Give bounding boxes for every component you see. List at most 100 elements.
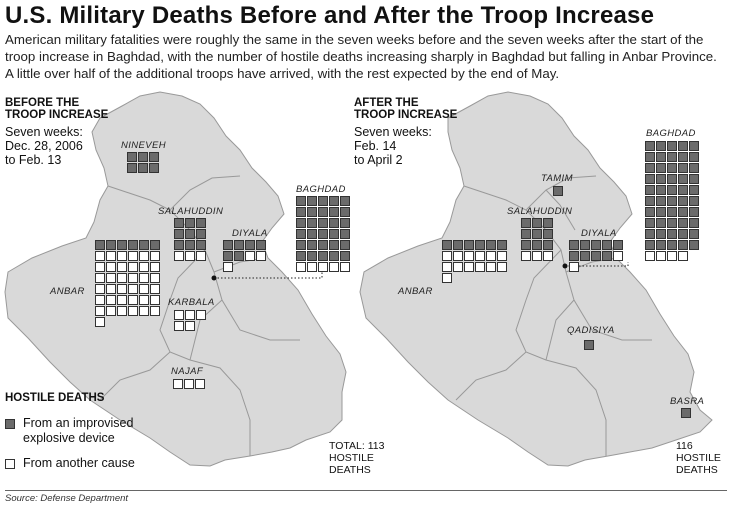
ied-death-marker [602,251,612,261]
ied-death-marker [497,240,507,250]
ied-death-marker [318,240,328,250]
ied-death-marker [486,240,496,250]
other-death-marker [117,262,127,272]
ied-death-marker [307,251,317,261]
ied-death-marker [678,152,688,162]
region-label-salahuddin-before: SALAHUDDIN [158,206,224,217]
other-death-marker [307,262,317,272]
other-death-marker [128,273,138,283]
ied-death-marker [689,196,699,206]
region-label-karbala: KARBALA [168,297,215,308]
other-death-marker [117,284,127,294]
ied-death-marker [678,229,688,239]
after-period: Seven weeks: Feb. 14 to April 2 [354,125,432,167]
other-death-marker [475,262,485,272]
other-death-marker [185,251,195,261]
ied-death-marker [656,141,666,151]
ied-death-marker [667,240,677,250]
region-label-anbar-after: ANBAR [398,286,433,297]
ied-death-marker [678,240,688,250]
ied-death-marker [318,218,328,228]
region-label-tamim: TAMIM [541,173,573,184]
other-death-marker [486,262,496,272]
ied-death-marker [245,240,255,250]
ied-death-marker [521,218,531,228]
ied-death-marker [307,229,317,239]
ied-death-marker [296,240,306,250]
other-death-marker [185,310,195,320]
iraq-outline-before [4,91,347,467]
region-label-salahuddin-after: SALAHUDDIN [507,206,573,217]
grid-before-salahuddin [174,218,206,261]
before-heading: BEFORE THE TROOP INCREASE [5,97,108,121]
ied-death-marker [656,229,666,239]
ied-death-marker [532,240,542,250]
total-after-line1: 116 [676,440,693,452]
source-note: Source: Defense Department [5,493,129,504]
grid-before-nineveh [127,152,159,173]
legend-title: HOSTILE DEATHS [5,392,105,404]
other-death-marker [532,251,542,261]
ied-death-marker [150,240,160,250]
total-after: 116 HOSTILE DEATHS [676,440,721,476]
ied-death-marker [296,196,306,206]
ied-death-marker [196,240,206,250]
other-death-marker [569,262,579,272]
other-death-marker [128,262,138,272]
ied-death-marker [296,218,306,228]
baghdad-dot-after [562,263,568,269]
region-label-nineveh: NINEVEH [121,140,167,151]
before-period-line2: Dec. 28, 2006 [5,139,83,153]
other-death-marker [464,251,474,261]
legend-other: From another cause [5,456,135,471]
ied-death-marker [117,240,127,250]
ied-death-marker [645,152,655,162]
ied-death-marker [127,163,137,173]
other-death-marker [139,295,149,305]
map-after [359,91,713,467]
other-death-marker [139,306,149,316]
ied-death-marker [678,185,688,195]
ied-death-marker [318,196,328,206]
ied-death-marker [185,240,195,250]
ied-death-marker [106,240,116,250]
other-death-marker [195,379,205,389]
ied-death-marker [307,196,317,206]
ied-death-marker [139,240,149,250]
ied-death-marker [174,240,184,250]
other-death-marker [196,310,206,320]
ied-death-marker [645,185,655,195]
total-after-line2: HOSTILE [676,452,721,464]
ied-death-marker [689,141,699,151]
graphic-title: U.S. Military Deaths Before and After th… [5,2,655,29]
region-label-qadisiya: QADISIYA [567,325,615,336]
ied-death-marker [569,251,579,261]
other-death-marker [185,321,195,331]
other-death-marker [174,321,184,331]
other-death-marker [106,295,116,305]
ied-death-marker [656,185,666,195]
legend-other-swatch [5,459,15,469]
ied-death-marker [689,207,699,217]
ied-death-marker [613,240,623,250]
other-death-marker [95,306,105,316]
ied-death-marker [543,229,553,239]
region-label-najaf: NAJAF [171,366,204,377]
baghdad-callout-before [214,262,323,279]
other-death-marker [543,251,553,261]
ied-death-marker [656,196,666,206]
grid-before-karbala [174,310,206,331]
ied-death-marker [689,163,699,173]
ied-death-marker [689,152,699,162]
other-death-marker [150,306,160,316]
other-death-marker [150,273,160,283]
grid-before-najaf [173,379,205,389]
ied-death-marker [234,251,244,261]
ied-death-marker [453,240,463,250]
grid-after-diyala [569,240,623,272]
total-after-line3: DEATHS [676,464,718,476]
ied-death-marker [645,174,655,184]
ied-death-marker [532,229,542,239]
other-death-marker [95,284,105,294]
